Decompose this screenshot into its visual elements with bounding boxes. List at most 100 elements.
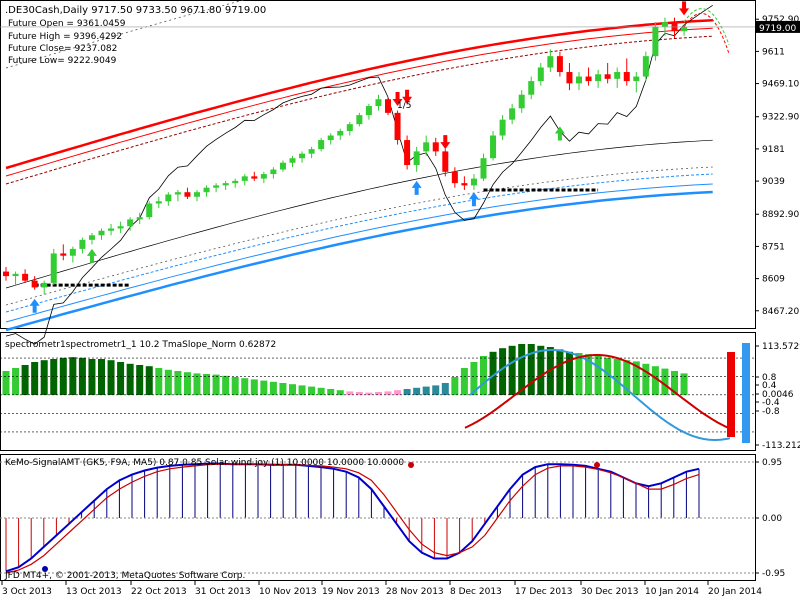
oscillating-envelope bbox=[5, 4, 713, 345]
candle bbox=[289, 158, 296, 163]
candle bbox=[537, 67, 544, 82]
candle bbox=[604, 74, 611, 79]
candle bbox=[480, 158, 487, 179]
spectro-bar bbox=[594, 356, 602, 395]
price-axis: 9752.90 9611 9469.10 9322.90 9181 9039 8892.90… bbox=[0, 15, 800, 317]
spectro-bar bbox=[241, 378, 249, 395]
candle bbox=[661, 22, 668, 27]
sell-arrow bbox=[679, 1, 690, 16]
time-tick-label: 28 Nov 2013 bbox=[386, 587, 444, 597]
candle bbox=[576, 76, 582, 84]
price-tick-label: 8751 bbox=[762, 242, 785, 252]
spectro-bar bbox=[537, 345, 545, 395]
spectro-bar bbox=[317, 387, 325, 395]
cycle-tick-label: -0.95 bbox=[762, 569, 785, 579]
spectro-bar bbox=[623, 360, 631, 395]
spectro-bar bbox=[527, 344, 535, 395]
candle bbox=[108, 228, 115, 231]
candle bbox=[327, 135, 334, 141]
spectro-bar bbox=[441, 383, 449, 395]
spectro-bar bbox=[117, 362, 125, 395]
time-axis: 3 Oct 2013 13 Oct 2013 22 Oct 2013 31 Oct 2… bbox=[1, 581, 762, 597]
spectro-bar bbox=[374, 392, 382, 395]
candle bbox=[60, 253, 67, 256]
spectro-bar bbox=[298, 385, 306, 395]
price-tick-label: 9322.90 bbox=[762, 113, 799, 123]
buy-arrow bbox=[29, 298, 40, 313]
candle bbox=[432, 142, 439, 152]
spectro-bar bbox=[40, 360, 48, 395]
spectro-axis: 113.5729 0.80.40.0046-0.4-0.8 -113.2123 bbox=[755, 342, 800, 451]
price-badge-box bbox=[756, 20, 800, 33]
candle bbox=[385, 99, 391, 113]
candle bbox=[451, 171, 458, 184]
time-tick-label: 10 Nov 2013 bbox=[259, 587, 317, 597]
candle bbox=[88, 235, 95, 240]
candle bbox=[98, 230, 105, 236]
main-title: .DE30Cash,Daily 9717.50 9733.50 9671.80 … bbox=[5, 5, 266, 16]
spectro-bar bbox=[470, 362, 478, 395]
cycle-tick-label: 0.00 bbox=[762, 514, 782, 524]
candle bbox=[566, 72, 573, 84]
spectro-bar bbox=[394, 390, 402, 395]
candle bbox=[251, 176, 258, 179]
spectro-bar bbox=[613, 359, 621, 395]
spectro-bar bbox=[651, 366, 659, 395]
candle bbox=[203, 187, 210, 193]
spectro-bar bbox=[126, 363, 134, 395]
spectro-bar bbox=[365, 392, 373, 395]
spectro-bar bbox=[136, 365, 144, 395]
spectro-bar bbox=[164, 369, 172, 395]
spectro-tick-label: 0.0046 bbox=[762, 390, 794, 400]
spectro-red-column bbox=[727, 352, 735, 437]
candle bbox=[413, 151, 420, 165]
cycle-dot bbox=[42, 566, 48, 572]
spectro-tick-label: -113.2123 bbox=[762, 441, 800, 451]
candle bbox=[499, 119, 506, 136]
candle bbox=[346, 124, 353, 131]
candle bbox=[299, 153, 306, 159]
spectro-tick-label: 113.5729 bbox=[762, 342, 800, 352]
time-tick-label: 31 Oct 2013 bbox=[195, 587, 251, 597]
sell-arrow bbox=[402, 89, 413, 104]
candle bbox=[50, 253, 57, 283]
spectro-title: spectrometr1spectrometr1_1 10.2 TmaSlope… bbox=[5, 340, 276, 350]
lower-band-dash bbox=[5, 173, 713, 313]
spectro-bar bbox=[508, 345, 516, 395]
time-tick-label: 22 Oct 2013 bbox=[131, 587, 187, 597]
sell-arrow bbox=[392, 92, 403, 107]
spectro-bar bbox=[680, 373, 688, 395]
main-panel-frame bbox=[0, 0, 756, 329]
cycle-dot bbox=[408, 462, 414, 468]
time-tick-label: 8 Dec 2013 bbox=[450, 587, 502, 597]
spectro-bar bbox=[422, 386, 430, 395]
candle bbox=[31, 280, 38, 288]
spectro-bar bbox=[98, 359, 105, 395]
cycle-indicator bbox=[0, 461, 755, 574]
main-indicator-lines bbox=[5, 0, 713, 345]
spectro-blue-wave bbox=[469, 349, 731, 441]
candle bbox=[241, 176, 248, 181]
candle bbox=[518, 94, 525, 109]
spectro-tick-label: -0.8 bbox=[762, 407, 780, 417]
lower-outer-dash bbox=[5, 166, 713, 306]
candle bbox=[41, 282, 48, 288]
regression-line bbox=[5, 139, 713, 289]
candle bbox=[556, 56, 563, 73]
channel-mid-line bbox=[5, 18, 713, 170]
spectro-bar bbox=[327, 389, 335, 395]
candle bbox=[394, 112, 401, 141]
candle bbox=[117, 226, 124, 229]
spectro-bar bbox=[336, 390, 344, 395]
spectro-tick-label: 0.4 bbox=[762, 381, 777, 391]
time-tick-label: 17 Dec 2013 bbox=[515, 587, 573, 597]
spectro-bar bbox=[69, 357, 77, 395]
spectro-bar bbox=[489, 351, 497, 395]
spectro-tick-label: -0.4 bbox=[762, 398, 780, 408]
spectro-bar bbox=[193, 373, 201, 395]
spectro-bar bbox=[346, 391, 354, 395]
candle bbox=[279, 162, 286, 170]
price-tick-label: 9181 bbox=[762, 145, 785, 155]
candle bbox=[490, 135, 497, 159]
